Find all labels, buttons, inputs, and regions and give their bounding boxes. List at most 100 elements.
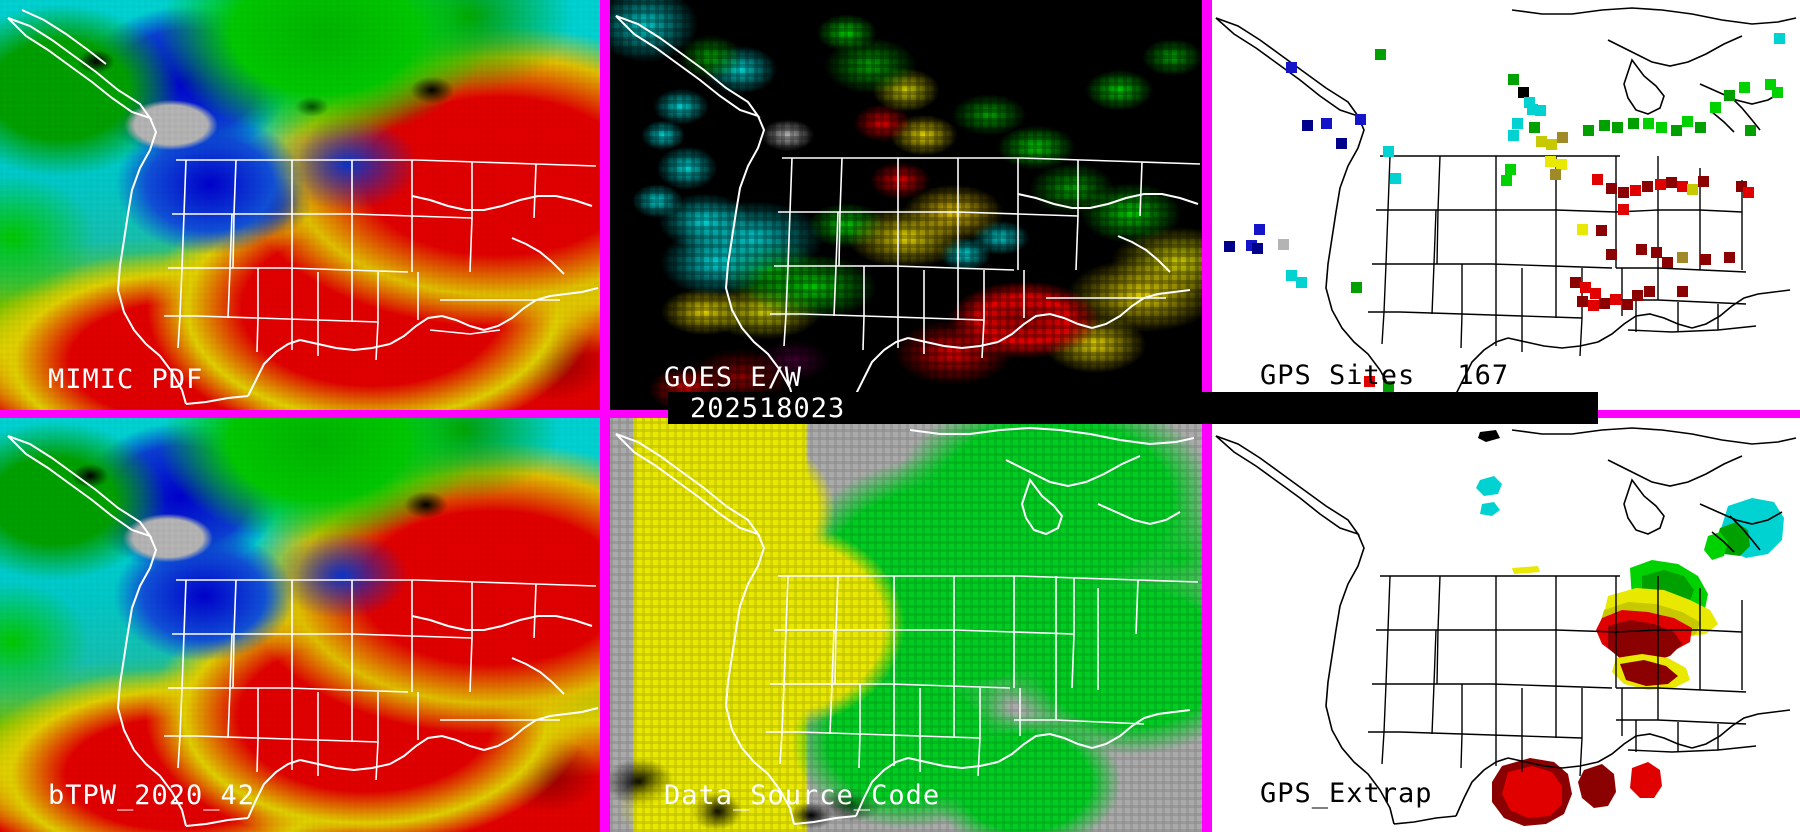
gps-sites-count: 167 — [1457, 360, 1510, 391]
gps-site-marker — [1500, 174, 1512, 186]
map-borders-overlay-goes — [615, 15, 1201, 403]
gps-sites-label-text: GPS Sites — [1260, 360, 1416, 391]
timestamp-text: 202518023 — [690, 392, 846, 424]
gps-site-marker — [1698, 175, 1710, 187]
gps-site-marker — [1505, 163, 1517, 175]
gps-site-marker — [1576, 224, 1588, 236]
timestamp-bar: 202518023 — [668, 392, 1598, 424]
panel-label-goes-ew: GOES E/W — [664, 362, 803, 393]
gps-site-marker — [1642, 118, 1654, 130]
panel-btpw[interactable]: bTPW_2020_42 — [0, 418, 600, 832]
tpw-color-field — [0, 0, 600, 410]
gps-site-marker — [1599, 119, 1611, 131]
gps-site-marker — [1676, 181, 1688, 193]
panel-label-gps-sites: GPS Sites 167 — [1260, 360, 1509, 391]
gps-site-marker — [1671, 124, 1683, 136]
gps-site-marker — [1627, 117, 1639, 129]
gps-site-marker — [1224, 240, 1236, 252]
gps-site-marker — [1246, 239, 1258, 251]
gps-site-marker — [1389, 173, 1401, 185]
gps-site-marker — [1518, 86, 1530, 98]
gps-site-marker — [1526, 104, 1538, 116]
gps-site-marker — [1355, 114, 1367, 126]
panel-goes-ew[interactable]: GOES E/W — [610, 0, 1202, 410]
gps-site-marker — [1723, 89, 1735, 101]
usa-map-outline — [1215, 7, 1797, 403]
gps-site-marker — [1735, 181, 1747, 193]
map-borders-overlay-btpw — [7, 435, 599, 827]
panel-label-gps-extrap: GPS_Extrap — [1260, 778, 1433, 809]
gps-site-marker — [1350, 281, 1362, 293]
gps-site-marker — [1587, 299, 1599, 311]
gps-site-marker — [1544, 156, 1556, 168]
map-borders-overlay — [7, 9, 599, 405]
gps-site-marker — [1512, 117, 1524, 129]
gps-site-marker — [1709, 101, 1721, 113]
gps-extrap-contours — [1212, 418, 1800, 832]
gps-site-marker — [1618, 187, 1630, 199]
gps-site-marker — [1681, 115, 1693, 127]
gps-site-marker — [1555, 158, 1567, 170]
gps-site-marker — [1744, 124, 1756, 136]
usa-map-outline-extrap — [1215, 427, 1797, 825]
gps-site-marker — [1285, 270, 1297, 282]
gps-site-marker — [1651, 246, 1663, 258]
gps-site-marker — [1612, 121, 1624, 133]
gps-site-marker — [1301, 119, 1313, 131]
gps-site-marker — [1569, 277, 1581, 289]
panel-data-source-code[interactable]: Data_Source_Code — [610, 418, 1202, 832]
gps-site-marker — [1375, 49, 1387, 61]
gps-site-marker — [1580, 281, 1592, 293]
gps-site-marker — [1656, 122, 1668, 134]
gps-site-marker — [1618, 204, 1630, 216]
gps-site-marker — [1772, 86, 1784, 98]
gps-site-marker — [1535, 135, 1547, 147]
gps-site-marker — [1643, 286, 1655, 298]
gps-site-marker — [1609, 293, 1621, 305]
map-borders-overlay-dsc — [615, 426, 1199, 825]
panel-gps-extrap[interactable]: GPS_Extrap — [1212, 418, 1800, 832]
gps-site-marker — [1285, 62, 1297, 74]
gps-site-marker — [1252, 242, 1264, 254]
gps-site-marker — [1606, 248, 1618, 260]
gps-site-marker — [1534, 105, 1546, 117]
divider-vertical-left-lower — [600, 418, 610, 832]
gps-site-marker — [1654, 179, 1666, 190]
gps-site-marker — [1676, 251, 1688, 263]
panel-gps-sites[interactable]: GPS Sites 167 — [1212, 0, 1800, 410]
gps-site-marker — [1253, 224, 1265, 236]
gps-site-marker — [1295, 277, 1307, 289]
gps-site-marker — [1738, 81, 1750, 93]
gps-site-marker — [1662, 256, 1674, 268]
data-source-category-field — [610, 418, 1202, 832]
gps-site-marker — [1278, 238, 1290, 250]
gps-site-marker — [1595, 224, 1607, 236]
gps-site-marker — [1507, 74, 1519, 86]
gps-site-marker — [1723, 251, 1735, 263]
gps-site-marker — [1694, 121, 1706, 133]
gps-site-marker — [1687, 183, 1699, 195]
divider-vertical-left — [600, 0, 610, 410]
panel-label-data-source-code: Data_Source_Code — [664, 780, 941, 811]
gps-site-marker — [1700, 253, 1712, 265]
gps-site-markers — [1212, 0, 1800, 410]
gps-site-marker — [1676, 286, 1688, 298]
gps-site-marker — [1591, 174, 1603, 186]
gps-site-marker — [1632, 289, 1644, 301]
panel-label-mimic-pdf: MIMIC PDF — [48, 364, 204, 395]
btpw-color-field — [0, 418, 600, 832]
gps-site-marker — [1641, 181, 1653, 193]
divider-vertical-right — [1202, 0, 1212, 410]
gps-site-marker — [1364, 375, 1376, 387]
gps-site-marker — [1382, 380, 1394, 392]
divider-vertical-right-lower — [1202, 418, 1212, 832]
gps-site-marker — [1606, 183, 1618, 195]
gps-site-marker — [1576, 295, 1588, 307]
panel-mimic-pdf[interactable]: MIMIC PDF — [0, 0, 600, 410]
gps-site-marker — [1582, 124, 1594, 136]
gps-site-marker — [1621, 298, 1633, 310]
gps-site-marker — [1321, 117, 1333, 129]
gps-site-marker — [1742, 187, 1754, 199]
gps-site-marker — [1335, 138, 1347, 149]
